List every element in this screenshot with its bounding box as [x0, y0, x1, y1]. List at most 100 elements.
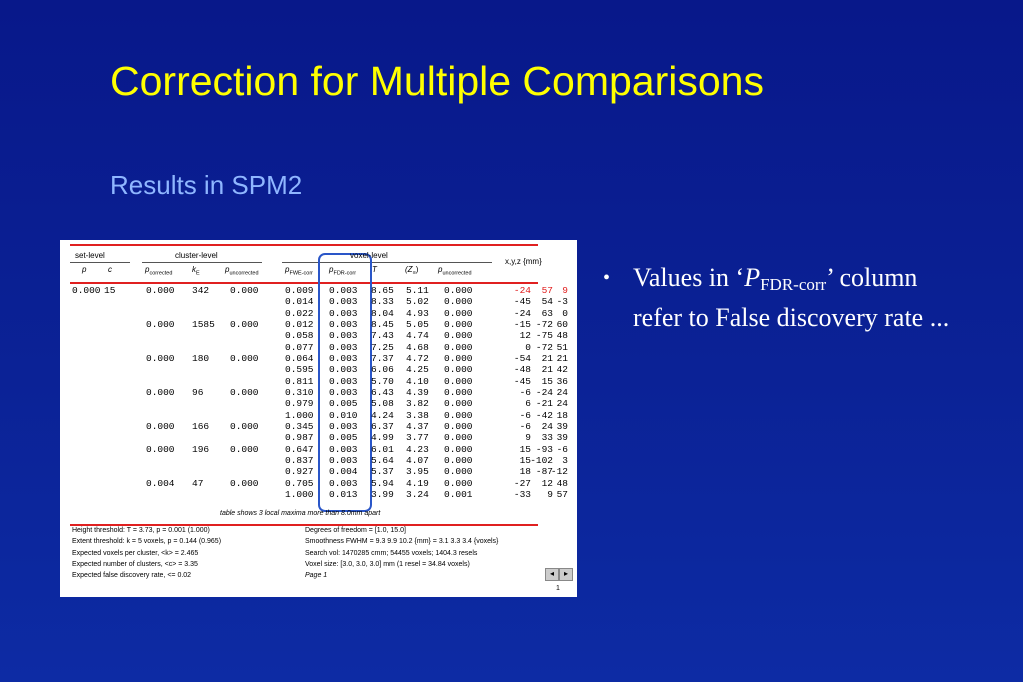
- cell: -12: [550, 466, 568, 478]
- cell: 15: [519, 443, 531, 455]
- cell: 0.003: [329, 364, 358, 376]
- cell: 9: [525, 432, 531, 444]
- group-header: voxel-level: [350, 251, 388, 260]
- cell: 166: [192, 420, 210, 432]
- cell: 5.37: [371, 466, 394, 478]
- cell: 0: [525, 341, 531, 353]
- cell: -45: [513, 375, 531, 387]
- cell: 0.003: [329, 386, 358, 398]
- cell: 51: [556, 341, 568, 353]
- cell: 0.003: [329, 318, 358, 330]
- symbol: p: [438, 265, 443, 274]
- cell: 4.39: [406, 386, 429, 398]
- cell: 0.000: [230, 285, 259, 296]
- footer-text: Degrees of freedom = [1.0, 15.0]: [305, 527, 406, 534]
- cell: 0.004: [146, 477, 175, 489]
- cell: 42: [556, 364, 568, 376]
- cell: 0.000: [230, 318, 259, 330]
- cell: -48: [513, 364, 531, 376]
- cell: 0.003: [329, 285, 358, 296]
- footer-text: Smoothness FWHM = 9.3 9.9 10.2 {mm} = 3.…: [305, 538, 499, 546]
- cell: 0.000: [230, 352, 259, 364]
- subscript: FDR-corr: [760, 275, 827, 294]
- cell: -33: [513, 488, 531, 500]
- cell: -3: [556, 296, 568, 308]
- cell: 0.000: [444, 307, 473, 319]
- footer-text: Voxel size: [3.0, 3.0, 3.0] mm (1 resel …: [305, 560, 470, 568]
- text: Values in ‘: [633, 263, 745, 292]
- symbol: c: [108, 265, 112, 274]
- column-header: pFWE-corr: [285, 265, 313, 277]
- cell: -93: [535, 443, 553, 455]
- cell: 24: [556, 386, 568, 398]
- cell: 0.003: [329, 330, 358, 342]
- cell: -27: [513, 477, 531, 489]
- cell: 0.000: [444, 375, 473, 387]
- footer-text: Extent threshold: k = 5 voxels, p = 0.14…: [72, 538, 222, 546]
- cell: 3.24: [406, 488, 429, 500]
- cell: 0.000: [444, 420, 473, 432]
- cell: 0.811: [285, 375, 314, 387]
- cell: 47: [192, 477, 204, 489]
- cell: 5.11: [406, 285, 429, 296]
- cell: 0.000: [230, 386, 259, 398]
- cell: 24: [556, 398, 568, 410]
- cell: 8.45: [371, 318, 394, 330]
- prev-button[interactable]: ◂: [545, 568, 559, 581]
- footer-text: Expected false discovery rate, <= 0.02: [72, 572, 192, 580]
- cell: -6: [519, 409, 531, 421]
- footer-text: Expected number of clusters, <c> = 3.35: [72, 560, 198, 568]
- cell: 196: [192, 443, 210, 455]
- cell: 0.000: [146, 318, 175, 330]
- column-header: pFDR-corr: [329, 265, 356, 277]
- rule: [70, 282, 538, 284]
- cell: 18: [556, 409, 568, 421]
- cell: 15: [519, 454, 531, 466]
- text: ’: [826, 263, 833, 292]
- cell: 21: [541, 364, 553, 376]
- rule: [70, 244, 538, 246]
- cell: 0.005: [329, 432, 358, 444]
- footer-text: Page 1: [305, 572, 328, 580]
- cell: 6.37: [371, 420, 394, 432]
- cell: 8.04: [371, 307, 394, 319]
- cell: 0.000: [444, 318, 473, 330]
- cell: 5.05: [406, 318, 429, 330]
- rule: [70, 524, 538, 526]
- cell: 9: [547, 488, 553, 500]
- cell: 4.99: [371, 432, 394, 444]
- text: ): [415, 265, 419, 274]
- cell: 3.95: [406, 466, 429, 478]
- cell: 0.022: [285, 307, 314, 319]
- cell: 3.82: [406, 398, 429, 410]
- cell: 5.08: [371, 398, 394, 410]
- cell: 4.19: [406, 477, 429, 489]
- cell: 0.003: [329, 420, 358, 432]
- symbol: p: [329, 265, 334, 274]
- cell: 0.005: [329, 398, 358, 410]
- column-header: kE: [192, 265, 200, 277]
- symbol: p: [82, 265, 87, 274]
- cell: 0.012: [285, 318, 314, 330]
- cell: 0.000: [444, 285, 473, 296]
- cell: -24: [513, 285, 531, 296]
- cell: 0.705: [285, 477, 314, 489]
- cell: -75: [535, 330, 553, 342]
- cell: 0.595: [285, 364, 314, 376]
- cell: 0.000: [444, 398, 473, 410]
- cell: 0.010: [329, 409, 358, 421]
- cell: 0.345: [285, 420, 314, 432]
- cell: 0.000: [146, 352, 175, 364]
- cell: 5.64: [371, 454, 394, 466]
- cell: 0.009: [285, 285, 314, 296]
- column-header: c: [108, 265, 112, 274]
- cell: 0.837: [285, 454, 314, 466]
- results-table: ◂ ▸ set-level cluster-level voxel-level x,y…: [60, 240, 577, 597]
- cell: 7.43: [371, 330, 394, 342]
- cell: 9: [562, 285, 568, 296]
- next-button[interactable]: ▸: [559, 568, 573, 581]
- cell: 57: [541, 285, 553, 296]
- cell: 0.000: [444, 364, 473, 376]
- cell: -24: [535, 386, 553, 398]
